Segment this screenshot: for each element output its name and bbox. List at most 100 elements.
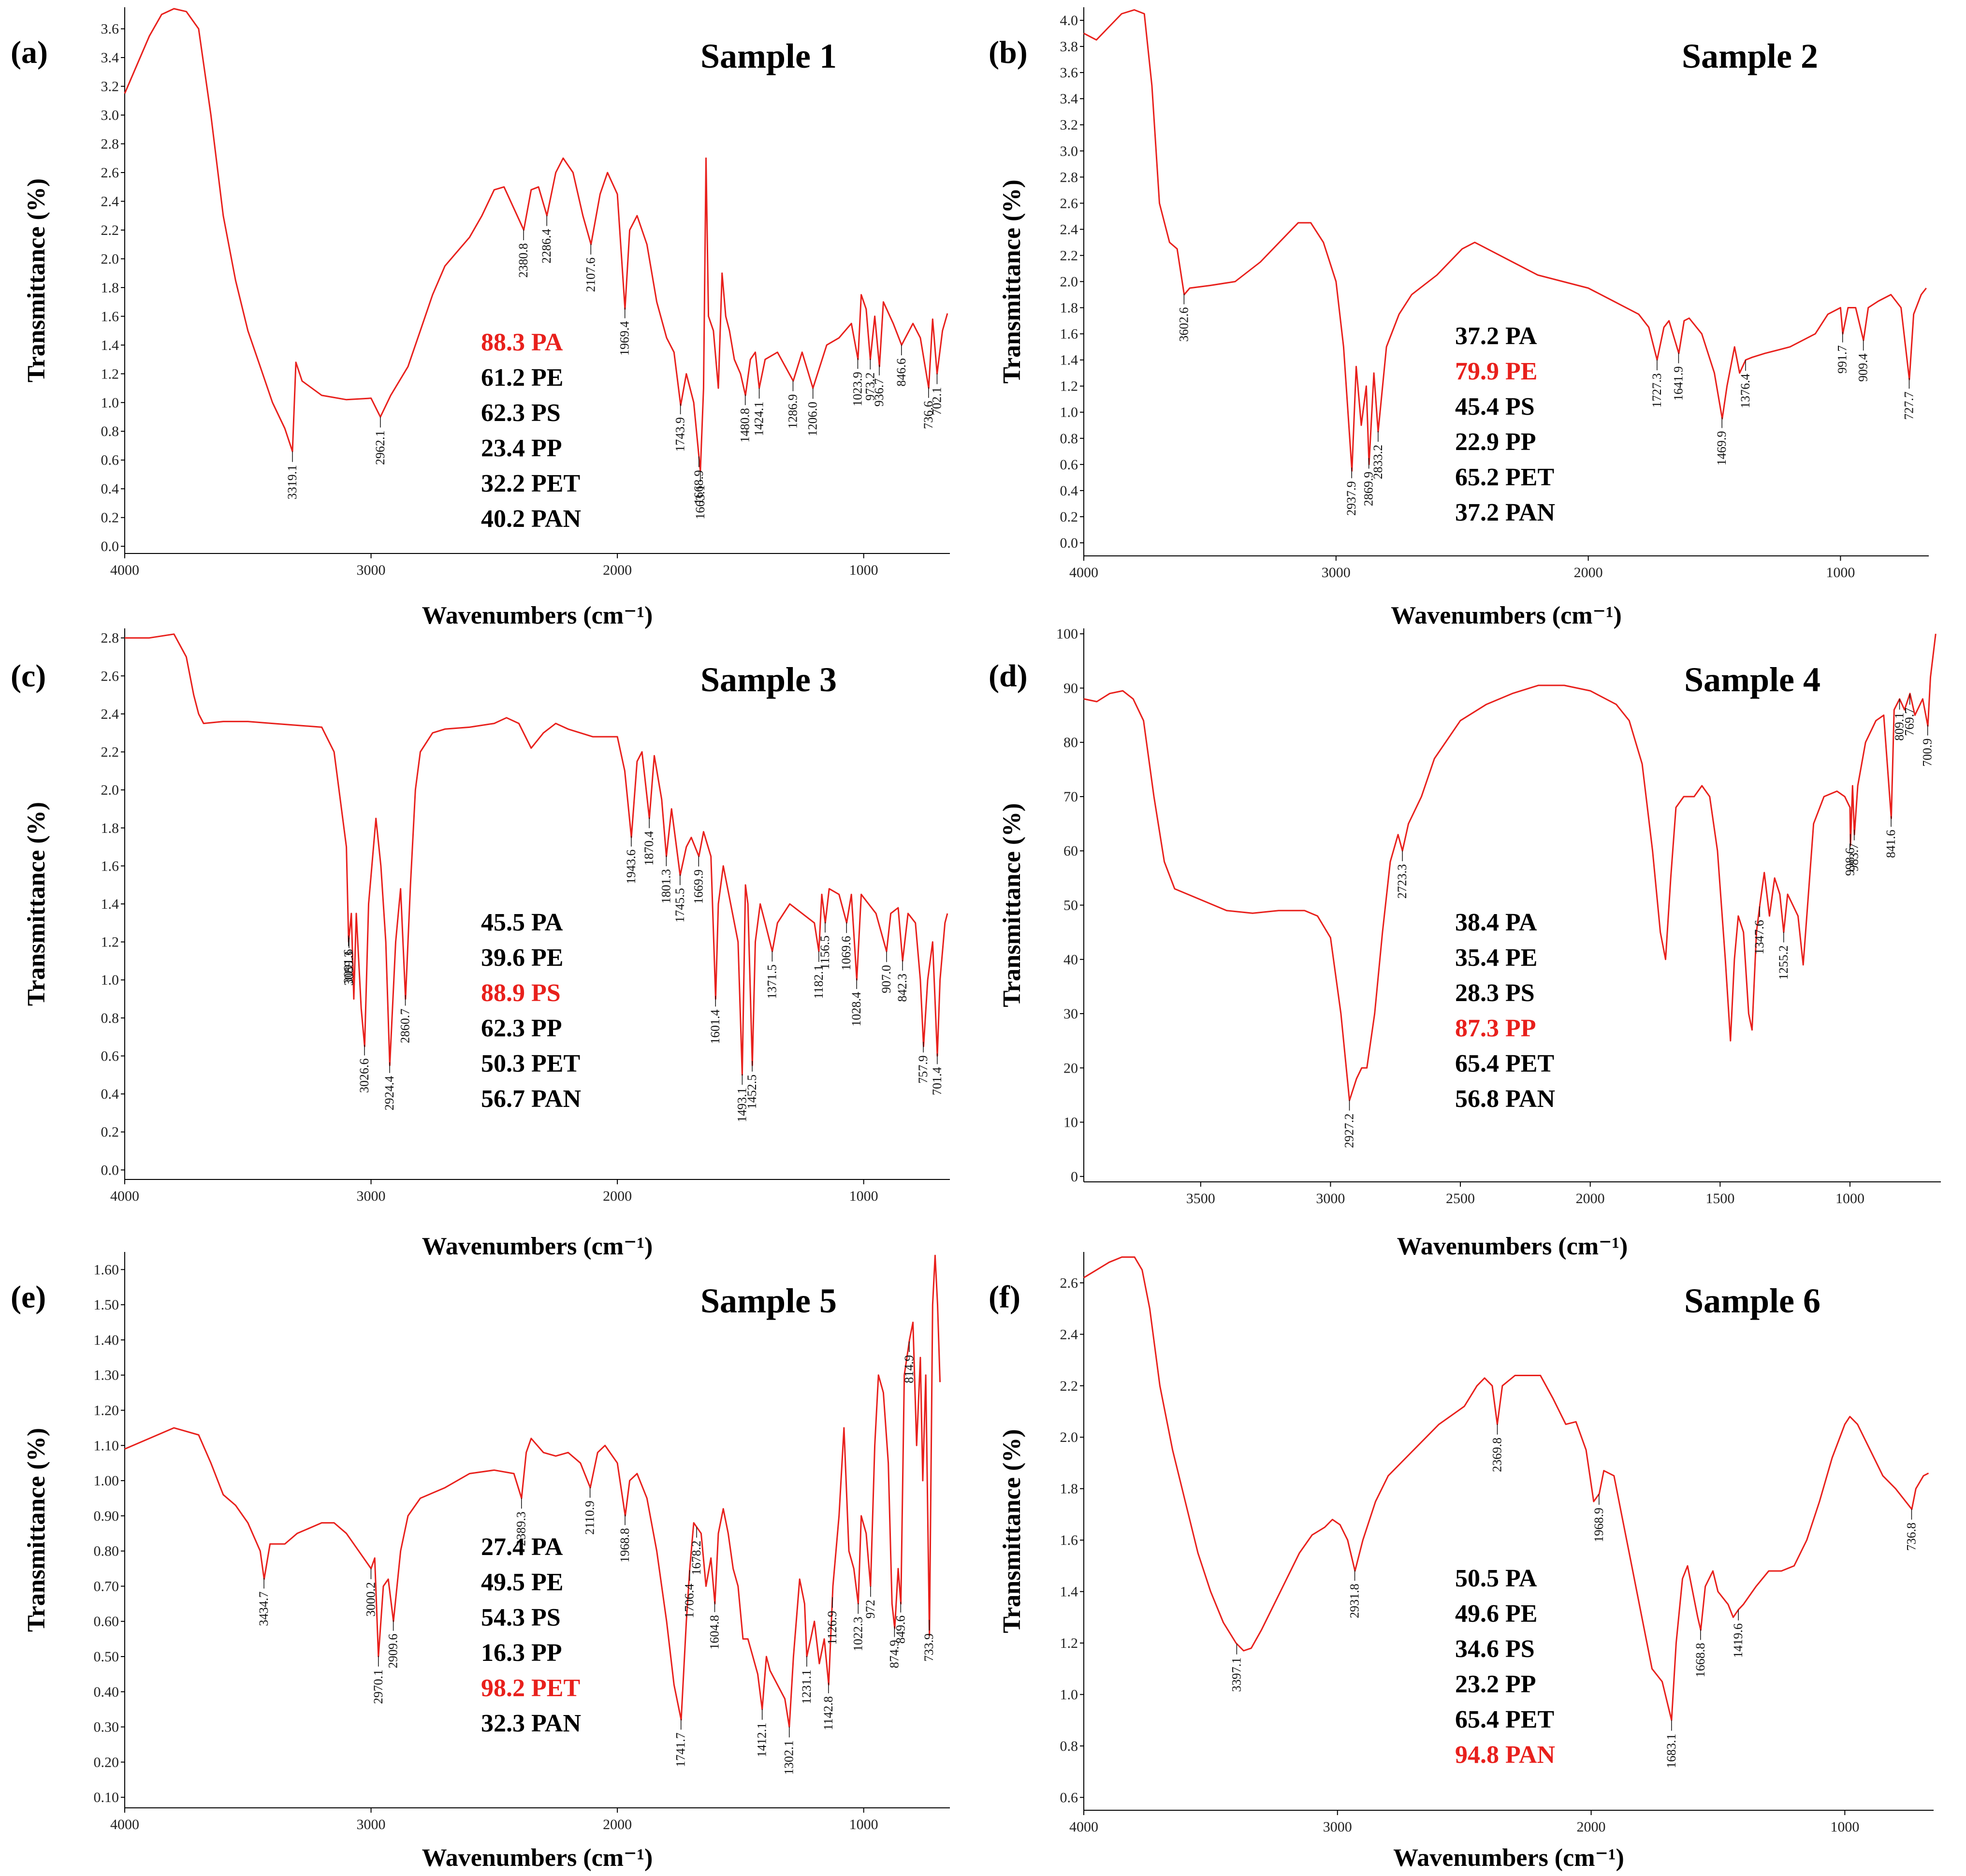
y-tick-label: 3.6 <box>1060 65 1078 81</box>
x-tick-label: 3000 <box>1323 1819 1352 1835</box>
peak-label: 1968.8 <box>618 1528 632 1563</box>
x-tick-label: 2000 <box>603 1817 632 1832</box>
x-tick-label: 1000 <box>849 562 878 578</box>
peak-label: 842.3 <box>895 974 909 1002</box>
y-tick-label: 1.6 <box>1060 1532 1078 1548</box>
peak-label: 736.6 <box>921 401 935 429</box>
peak-label: 1683.1 <box>1664 1733 1678 1768</box>
peak-label: 3602.6 <box>1177 307 1191 342</box>
peak-label: 1302.1 <box>782 1740 796 1775</box>
y-tick-label: 40 <box>1063 952 1078 968</box>
peak-label: 1968.9 <box>1592 1508 1606 1542</box>
composition-entry: 50.3 PET <box>481 1050 580 1077</box>
peak-label: 1480.8 <box>738 408 752 443</box>
composition-entry: 50.5 PA <box>1455 1565 1537 1592</box>
y-tick-label: 0.4 <box>1060 483 1078 499</box>
panel-label: (e) <box>11 1280 46 1315</box>
x-tick-label: 3000 <box>357 1188 386 1204</box>
peak-label: 1156.5 <box>818 935 832 970</box>
composition-entry: 88.9 PS <box>481 979 561 1007</box>
y-tick-label: 1.0 <box>101 395 119 411</box>
x-tick-label: 4000 <box>110 1188 139 1204</box>
y-tick-label: 3.6 <box>101 21 119 37</box>
peak-label: 1371.5 <box>765 964 779 999</box>
y-tick-label: 2.6 <box>101 165 119 181</box>
x-axis-label: Wavenumbers (cm⁻¹) <box>422 1844 653 1872</box>
y-tick-label: 3.2 <box>101 79 119 95</box>
peak-label: 1663.1 <box>693 485 707 520</box>
spectrum-line <box>1083 634 1937 1102</box>
y-tick-label: 0.10 <box>94 1789 119 1805</box>
peak-label: 1255.2 <box>1777 945 1791 980</box>
y-tick-label: 0.6 <box>101 452 119 468</box>
composition-entry: 94.8 PAN <box>1455 1741 1555 1769</box>
composition-entry: 49.6 PE <box>1455 1600 1537 1628</box>
y-tick-label: 1.10 <box>94 1438 119 1454</box>
x-tick-label: 1000 <box>1830 1819 1859 1835</box>
composition-entry: 65.4 PET <box>1455 1050 1554 1077</box>
y-tick-label: 2.2 <box>101 222 119 238</box>
chart-title: Sample 2 <box>1682 37 1818 75</box>
panel-label: (b) <box>989 35 1028 70</box>
y-tick-label: 1.8 <box>101 280 119 296</box>
spectrum-line <box>125 633 948 1076</box>
peak-label: 809.1 <box>1893 713 1907 741</box>
y-tick-label: 2.6 <box>101 668 119 684</box>
y-tick-label: 1.0 <box>101 972 119 988</box>
x-tick-label: 2500 <box>1446 1191 1475 1207</box>
peak-label: 2860.7 <box>398 1009 412 1044</box>
peak-label: 1412.1 <box>755 1723 769 1758</box>
peak-label: 2107.6 <box>583 258 597 292</box>
y-axis-label: Transmittance (%) <box>23 1428 50 1632</box>
peak-label: 1743.9 <box>673 417 687 452</box>
composition-entry: 23.4 PP <box>481 435 562 462</box>
y-tick-label: 0.8 <box>1060 431 1078 447</box>
x-tick-label: 2000 <box>603 562 632 578</box>
composition-entry: 79.9 PE <box>1455 358 1537 385</box>
y-tick-label: 2.0 <box>101 251 119 267</box>
peak-label: 1347.6 <box>1752 920 1766 955</box>
y-tick-label: 0.0 <box>101 538 119 554</box>
peak-label: 1493.1 <box>735 1088 749 1122</box>
peak-label: 1943.6 <box>624 849 638 884</box>
chart-title: Sample 5 <box>700 1281 837 1320</box>
spectrum-line <box>1083 9 1927 472</box>
peak-label: 1028.4 <box>849 992 863 1027</box>
x-axis-label: Wavenumbers (cm⁻¹) <box>1391 602 1622 629</box>
peak-label: 1022.3 <box>851 1617 865 1652</box>
y-axis-label: Transmittance (%) <box>23 178 50 382</box>
y-tick-label: 1.4 <box>1060 1584 1078 1600</box>
x-axis-label: Wavenumbers (cm⁻¹) <box>422 1233 653 1260</box>
x-tick-label: 1000 <box>849 1817 878 1832</box>
spectrum-line <box>124 8 948 472</box>
peak-label: 2389.3 <box>514 1512 528 1546</box>
peak-label: 1678.2 <box>689 1541 703 1575</box>
peak-label: 2833.2 <box>1371 445 1385 480</box>
panel-6: 0.6 0.8 1.0 1.2 1.4 1.6 1.8 2.0 2.2 2.4 2.6 4000 300… <box>989 1252 1934 1872</box>
y-tick-label: 3.0 <box>1060 143 1078 159</box>
composition-entry: 27.4 PA <box>481 1533 563 1561</box>
composition-entry: 61.2 PE <box>481 364 563 392</box>
y-tick-label: 1.60 <box>94 1262 119 1278</box>
peak-label: 1745.5 <box>673 888 687 923</box>
composition-entry: 88.3 PA <box>481 329 563 356</box>
y-tick-label: 1.4 <box>101 337 119 353</box>
peak-label: 814.9 <box>902 1355 916 1383</box>
y-tick-label: 0.40 <box>94 1684 119 1700</box>
x-tick-label: 4000 <box>1069 1819 1098 1835</box>
peak-label: 1669.9 <box>691 870 705 904</box>
peak-label: 2970.1 <box>371 1670 385 1704</box>
composition-entry: 39.6 PE <box>481 944 563 972</box>
peak-label: 1126.9 <box>825 1611 839 1645</box>
spectrum-line <box>1083 1256 1929 1721</box>
y-tick-label: 0.0 <box>101 1162 119 1178</box>
panel-label: (c) <box>11 658 46 694</box>
y-tick-label: 0 <box>1071 1169 1078 1185</box>
composition-entry: 32.3 PAN <box>481 1710 581 1737</box>
y-tick-label: 2.0 <box>1060 274 1078 290</box>
composition-entry: 40.2 PAN <box>481 505 581 533</box>
panel-label: (d) <box>989 658 1028 694</box>
y-tick-label: 0.70 <box>94 1578 119 1594</box>
composition-entry: 22.9 PP <box>1455 428 1536 456</box>
